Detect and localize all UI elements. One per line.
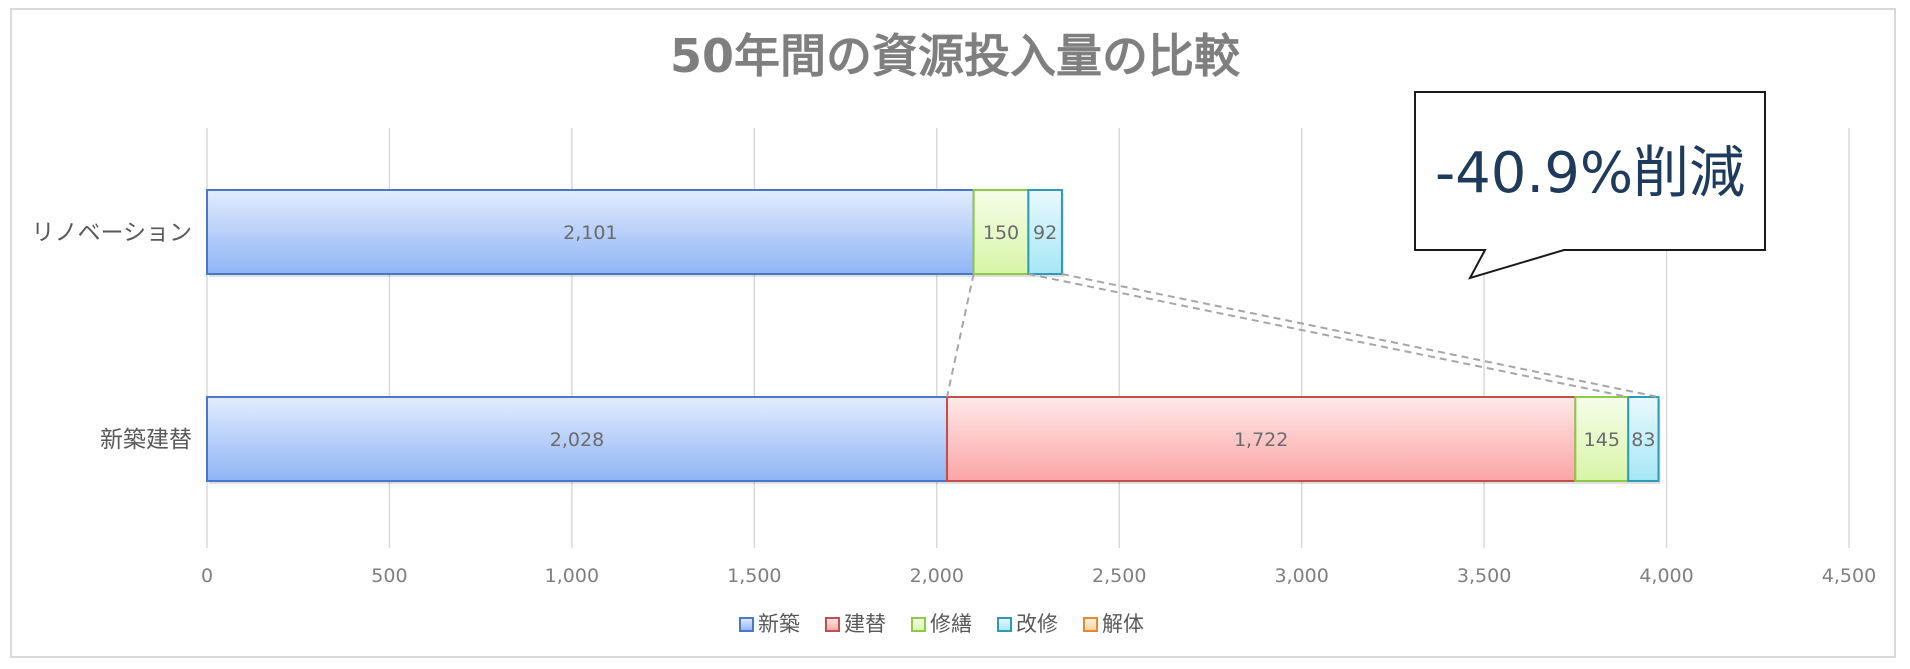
callout-text: -40.9%削減 [1435,141,1745,206]
x-tick-label: 3,500 [1457,565,1511,587]
legend-swatch [1083,617,1098,632]
x-tick-label: 2,000 [910,565,964,587]
bar-segment [1627,396,1660,482]
labels: 0 500 1,000 1,500 2,000 2,500 3,000 3,500 4,000 4… [31,220,1876,587]
legend-label: 改修 [1016,612,1058,636]
category-label: リノベーション [31,220,192,246]
legend-swatch [825,617,840,632]
legend-swatch [739,617,754,632]
data-label: 2,101 [563,222,617,244]
x-tick-label: 4,500 [1822,565,1876,587]
callout: -40.9%削減 [1414,91,1766,280]
data-label: 92 [1033,222,1057,244]
bars [206,189,1661,484]
legend-label: 建替 [844,612,886,636]
connector-line [946,273,975,398]
legend-label: 解体 [1102,612,1144,636]
data-label: 83 [1631,429,1655,451]
x-tick-label: 3,000 [1274,565,1328,587]
chart-frame: 50年間の資源投入量の比較 0 500 1,000 1,500 2,000 2,500 3,… [10,8,1896,658]
bar-segment [206,396,948,482]
legend-swatch [911,617,926,632]
chart-title: 50年間の資源投入量の比較 [670,29,1241,83]
x-tick-label: 4,000 [1639,565,1693,587]
x-tick-label: 2,500 [1092,565,1146,587]
x-tick-label: 1,500 [727,565,781,587]
bar-segment [1574,396,1630,482]
legend-label: 修繕 [930,612,972,636]
legend-label: 新築 [758,612,800,636]
legend: 新築 建替 修繕 改修 解体 [739,612,1144,636]
bar-segment [206,189,975,275]
x-tick-label: 1,000 [545,565,599,587]
bar-segment [972,189,1030,275]
chart-svg: 50年間の資源投入量の比較 0 500 1,000 1,500 2,000 2,500 3,… [31,29,1876,636]
data-label: 2,028 [550,429,604,451]
callout-box [1414,91,1766,280]
connector-line [1028,273,1629,398]
data-label: 1,722 [1234,429,1288,451]
bar-segment [1027,189,1063,275]
category-label: 新築建替 [100,427,192,453]
legend-swatch [997,617,1012,632]
x-tick-label: 0 [201,565,213,587]
x-tick-label: 500 [371,565,407,587]
data-label: 145 [1584,429,1620,451]
connector-lines [946,273,1659,398]
connector-line [1061,273,1659,398]
data-label: 150 [983,222,1019,244]
